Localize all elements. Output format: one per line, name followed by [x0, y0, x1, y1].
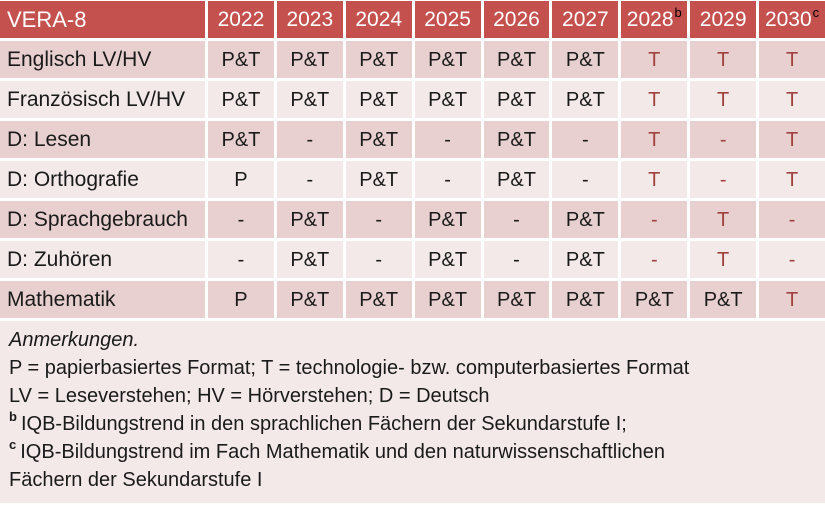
value-cell: P&T [552, 281, 619, 318]
value-cell: P&T [690, 281, 757, 318]
footnote-c-marker: c [9, 437, 17, 453]
year-header: 2025 [414, 1, 481, 38]
value-cell: - [483, 201, 550, 238]
row-label: D: Zuhören [0, 241, 205, 278]
value-cell: P&T [483, 121, 550, 158]
value-cell: - [414, 121, 481, 158]
value-cell: P [208, 161, 274, 198]
value-cell: P&T [483, 81, 550, 118]
value-cell: P&T [552, 41, 619, 78]
value-cell: P&T [208, 41, 274, 78]
row-label: D: Sprachgebrauch [0, 201, 205, 238]
value-cell: - [345, 241, 412, 278]
value-cell: P&T [276, 41, 343, 78]
value-cell: - [759, 241, 825, 278]
table-title: VERA-8 [0, 1, 205, 38]
value-cell: T [759, 161, 825, 198]
footnote-b-text: IQB-Bildungstrend in den sprachlichen Fä… [20, 413, 627, 435]
value-cell: P&T [276, 281, 343, 318]
value-cell: P&T [208, 81, 274, 118]
value-cell: P&T [345, 281, 412, 318]
row-label: D: Lesen [0, 121, 205, 158]
value-cell: P&T [483, 41, 550, 78]
note-abbreviation-legend: LV = Leseverstehen; HV = Hörverstehen; D… [9, 385, 490, 407]
value-cell: P&T [483, 281, 550, 318]
note-footnote-c: c IQB-Bildungstrend im Fach Mathematik un… [9, 438, 816, 466]
year-header: 2028 b [621, 1, 688, 38]
value-cell: P&T [552, 201, 619, 238]
value-cell: P&T [276, 81, 343, 118]
value-cell: T [759, 81, 825, 118]
value-cell: - [552, 121, 619, 158]
year-header: 2024 [345, 1, 412, 38]
value-cell: T [759, 281, 825, 318]
value-cell: - [483, 241, 550, 278]
footnote-c-text: IQB-Bildungstrend im Fach Mathematik und… [20, 441, 665, 463]
row-label: Mathematik [0, 281, 205, 318]
value-cell: P [208, 281, 274, 318]
value-cell: P&T [414, 81, 481, 118]
year-header: 2022 [208, 1, 274, 38]
value-cell: T [690, 41, 757, 78]
value-cell: P&T [414, 241, 481, 278]
note-footnote-c-continuation: Fächern der Sekundarstufe I [9, 469, 263, 491]
value-cell: T [690, 241, 757, 278]
note-format-legend: P = papierbasiertes Format; T = technolo… [9, 357, 690, 379]
value-cell: - [208, 201, 274, 238]
value-cell: P&T [208, 121, 274, 158]
value-cell: - [759, 201, 825, 238]
value-cell: - [690, 121, 757, 158]
value-cell: P&T [276, 241, 343, 278]
value-cell: P&T [345, 121, 412, 158]
year-header: 2023 [276, 1, 343, 38]
value-cell: - [552, 161, 619, 198]
value-cell: - [345, 201, 412, 238]
vera8-table: VERA-8 2022 2023 2024 2025 2026 2027 2028 b 2029 2… [0, 0, 825, 318]
value-cell: - [208, 241, 274, 278]
value-cell: T [690, 201, 757, 238]
value-cell: T [621, 121, 688, 158]
value-cell: P&T [345, 161, 412, 198]
value-cell: P&T [345, 81, 412, 118]
note-footnote-b: b IQB-Bildungstrend in den sprachlichen F… [9, 410, 816, 438]
value-cell: P&T [483, 161, 550, 198]
value-cell: T [759, 41, 825, 78]
value-cell: P&T [276, 201, 343, 238]
value-cell: P&T [621, 281, 688, 318]
row-label: D: Orthografie [0, 161, 205, 198]
year-header: 2026 [483, 1, 550, 38]
value-cell: - [276, 161, 343, 198]
value-cell: - [414, 161, 481, 198]
notes-section: Anmerkungen. P = papierbasiertes Format;… [0, 321, 825, 503]
value-cell: P&T [414, 201, 481, 238]
value-cell: P&T [345, 41, 412, 78]
value-cell: T [690, 81, 757, 118]
value-cell: T [759, 121, 825, 158]
notes-heading: Anmerkungen. [9, 329, 140, 351]
row-label: Englisch LV/HV [0, 41, 205, 78]
value-cell: P&T [552, 241, 619, 278]
value-cell: P&T [414, 41, 481, 78]
value-cell: - [621, 201, 688, 238]
value-cell: P&T [552, 81, 619, 118]
value-cell: T [621, 161, 688, 198]
year-header: 2027 [552, 1, 619, 38]
value-cell: - [276, 121, 343, 158]
year-header: 2029 [690, 1, 757, 38]
value-cell: - [621, 241, 688, 278]
row-label: Französisch LV/HV [0, 81, 205, 118]
value-cell: P&T [414, 281, 481, 318]
footnote-b-marker: b [9, 409, 17, 425]
value-cell: T [621, 41, 688, 78]
year-header: 2030 c [759, 1, 825, 38]
value-cell: - [690, 161, 757, 198]
value-cell: T [621, 81, 688, 118]
